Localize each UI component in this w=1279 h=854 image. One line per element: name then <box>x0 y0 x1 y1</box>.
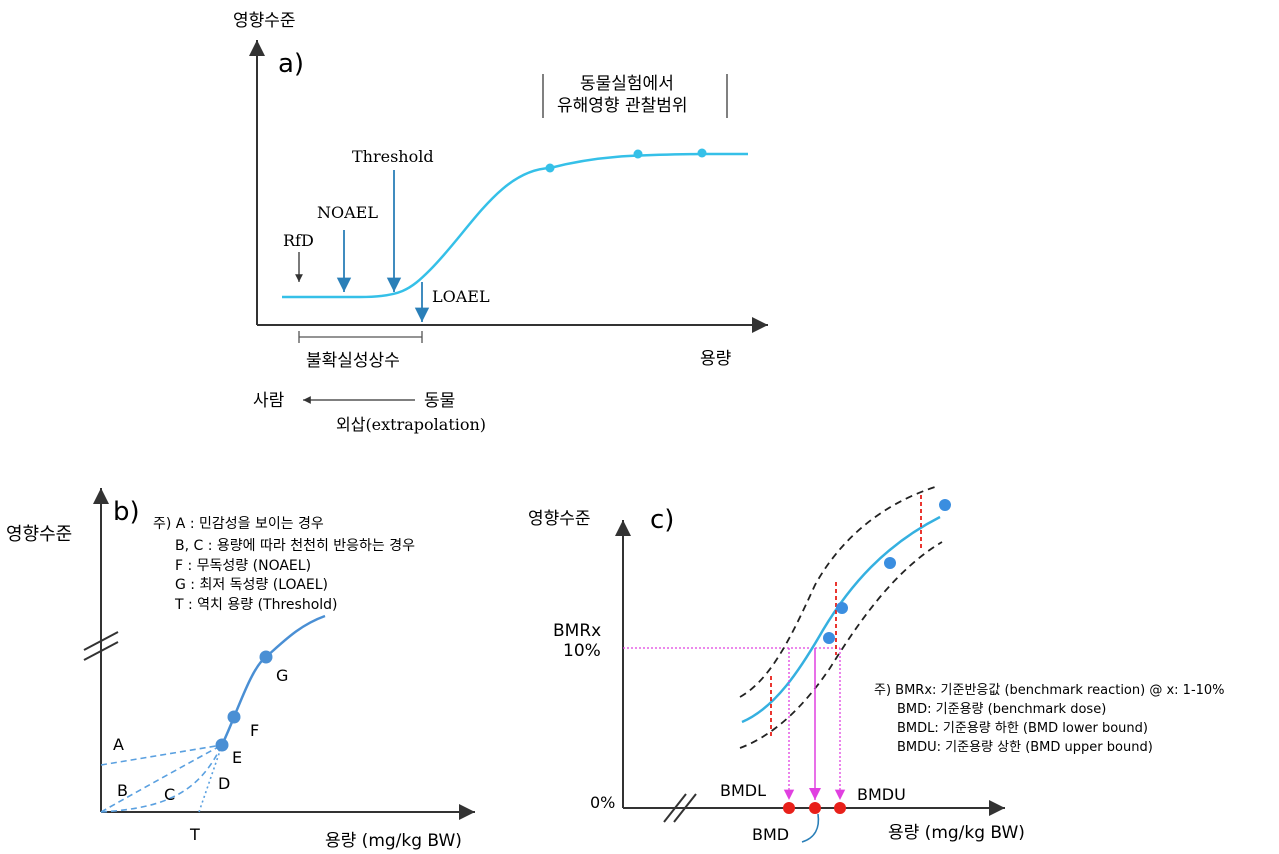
noael-label: NOAEL <box>317 203 378 222</box>
curve-a <box>100 744 223 766</box>
bmd-label: BMD <box>752 825 789 844</box>
panel-a-label: a) <box>278 49 304 79</box>
panel-c-note-line: BMDL: 기준용량 하한 (BMD lower bound) <box>897 721 1148 736</box>
panel-a-data-point <box>633 149 643 159</box>
lower-bound-curve <box>739 541 943 749</box>
curve-d <box>198 744 223 813</box>
panel-c-y-axis-label: 영향수준 <box>528 509 591 529</box>
extrapolation-label: 외삽(extrapolation) <box>336 415 486 434</box>
panel-a-data-point <box>545 163 555 173</box>
panel-c-axis-break <box>663 793 687 823</box>
label-c: C <box>164 785 175 804</box>
rfd-label: RfD <box>283 231 314 250</box>
panel-b-note-line: 주) A : 민감성을 보이는 경우 <box>153 516 324 532</box>
observed-point <box>939 499 951 511</box>
panel-b-note-line: B, C : 용량에 따라 천천히 반응하는 경우 <box>175 538 415 554</box>
panel-a-dose-response-curve <box>282 152 748 299</box>
panel-b-main-curve <box>220 614 326 746</box>
loael-label: LOAEL <box>432 287 490 306</box>
panel-c-axis-break <box>673 793 697 823</box>
label-f: F <box>250 721 259 740</box>
bmr-label: BMRx <box>553 621 601 641</box>
curve-c <box>100 744 223 813</box>
point-g <box>259 650 273 664</box>
panel-b-axis-break <box>83 631 119 651</box>
threshold-label: Threshold <box>352 147 434 166</box>
panel-b-y-axis-label: 영향수준 <box>6 524 72 545</box>
label-t: T <box>189 825 200 844</box>
bmdl-marker <box>783 802 795 814</box>
panel-c-x-axis-label: 용량 (mg/kg BW) <box>888 823 1025 843</box>
panel-b-note-line: F : 무독성량 (NOAEL) <box>175 558 311 574</box>
fitted-curve <box>741 515 941 724</box>
label-d: D <box>218 774 230 793</box>
observed-point <box>823 632 835 644</box>
range-label-line1: 동물실험에서 <box>580 74 674 94</box>
panel-c-note-line: BMD: 기준용량 (benchmark dose) <box>897 702 1106 717</box>
panel-c-label: c) <box>650 505 674 535</box>
panel-c: c) 영향수준 용량 (mg/kg BW) BMRx 10% 0% BMDL B… <box>528 486 1225 844</box>
panel-b-axis-break <box>83 641 119 661</box>
bmdu-label: BMDU <box>857 785 906 804</box>
point-e <box>215 738 229 752</box>
panel-b: b) 영향수준 용량 (mg/kg BW) 주) A : 민감성을 보이는 경우… <box>6 488 475 851</box>
point-f <box>227 710 241 724</box>
label-b: B <box>117 781 128 800</box>
human-label: 사람 <box>253 391 285 411</box>
observed-point <box>836 602 848 614</box>
panel-a-x-axis-label: 용량 <box>700 349 732 369</box>
panel-c-note-line: 주) BMRx: 기준반응값 (benchmark reaction) @ x:… <box>874 683 1225 698</box>
panel-a-y-axis-label: 영향수준 <box>233 11 296 31</box>
range-label-line2: 유해영향 관찰범위 <box>557 96 688 116</box>
panel-c-note-line: BMDU: 기준용량 상한 (BMD upper bound) <box>897 740 1153 755</box>
panel-b-x-axis-label: 용량 (mg/kg BW) <box>325 831 462 851</box>
panel-b-note-line: T : 역치 용량 (Threshold) <box>174 597 338 613</box>
observed-point <box>884 557 896 569</box>
bmd-pointer <box>801 813 820 843</box>
bmr-percent: 10% <box>563 641 601 661</box>
panel-a-data-point <box>697 148 707 158</box>
bmdl-label: BMDL <box>720 781 766 800</box>
bmdu-marker <box>834 802 846 814</box>
bmd-marker <box>809 802 821 814</box>
curve-b <box>100 744 223 813</box>
animal-label: 동물 <box>424 391 455 411</box>
label-a: A <box>113 735 124 754</box>
label-g: G <box>276 666 288 685</box>
panel-b-label: b) <box>113 497 140 527</box>
panel-b-note-line: G : 최저 독성량 (LOAEL) <box>175 577 328 593</box>
upper-bound-curve <box>739 486 936 698</box>
panel-a: 영향수준 a) 용량 동물실험에서 유해영향 관찰범위 Threshold NO… <box>233 11 768 434</box>
label-e: E <box>232 748 242 767</box>
uncertainty-label: 불확실성상수 <box>306 351 400 371</box>
zero-percent: 0% <box>590 793 615 812</box>
